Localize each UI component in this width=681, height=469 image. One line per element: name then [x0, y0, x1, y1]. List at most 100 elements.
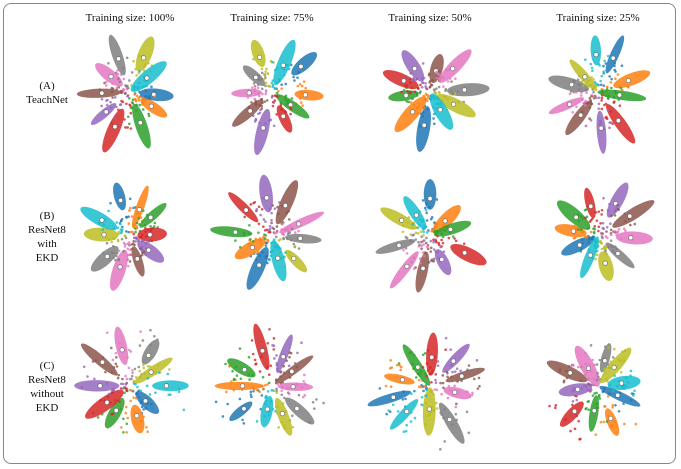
embedding-point	[440, 413, 443, 416]
prototype-marker	[163, 383, 169, 389]
embedding-point	[611, 424, 614, 427]
embedding-point	[593, 94, 597, 98]
prototype-marker	[615, 118, 621, 124]
embedding-point	[249, 393, 253, 396]
embedding-point	[260, 71, 264, 75]
prototype-marker	[399, 377, 405, 383]
embedding-point	[266, 342, 270, 345]
embedding-point	[149, 230, 153, 233]
embedding-point	[416, 112, 420, 115]
embedding-point	[425, 362, 429, 365]
embedding-point	[602, 196, 605, 200]
embedding-point	[117, 108, 120, 112]
embedding-point	[135, 103, 138, 107]
embedding-point	[141, 251, 144, 255]
embedding-point	[429, 390, 432, 394]
embedding-point	[405, 99, 408, 103]
embedding-point	[263, 402, 267, 406]
embedding-point	[280, 421, 284, 424]
prototype-marker	[243, 207, 249, 213]
embedding-point	[465, 390, 469, 393]
embedding-point	[599, 79, 602, 83]
embedding-point	[432, 248, 436, 251]
embedding-point	[138, 235, 142, 239]
embedding-point	[117, 258, 121, 262]
cluster-petal	[606, 104, 636, 144]
embedding-point	[288, 218, 291, 221]
embedding-point	[131, 371, 134, 375]
embedding-point	[428, 413, 431, 417]
cluster-petal	[108, 34, 126, 76]
embedding-point	[127, 215, 130, 219]
embedding-point	[450, 375, 453, 379]
embedding-point	[605, 88, 609, 91]
embedding-point	[411, 362, 414, 366]
embedding-point	[607, 346, 610, 349]
embedding-point	[468, 395, 472, 399]
embedding-point	[138, 344, 142, 347]
embedding-point	[604, 102, 608, 106]
embedding-point	[141, 239, 144, 243]
embedding-point	[121, 377, 124, 381]
embedding-point	[120, 99, 123, 103]
embedding-point	[130, 374, 134, 378]
embedding-point	[589, 99, 592, 102]
embedding-point	[451, 92, 455, 95]
embedding-point	[415, 91, 419, 95]
cluster-petal	[74, 380, 120, 392]
embedding-point	[593, 225, 597, 228]
embedding-point	[256, 86, 260, 90]
prototype-marker	[450, 66, 456, 72]
embedding-point	[275, 354, 278, 357]
embedding-point	[433, 226, 437, 230]
embedding-point	[149, 328, 152, 332]
embedding-point	[115, 251, 119, 255]
embedding-point	[419, 240, 423, 244]
embedding-point	[629, 369, 633, 373]
embedding-point	[250, 339, 254, 342]
embedding-point	[154, 370, 157, 374]
cluster-petal	[606, 182, 629, 218]
prototype-marker	[291, 256, 297, 262]
embedding-point	[126, 416, 129, 420]
embedding-point	[389, 385, 393, 389]
embedding-point	[598, 119, 602, 123]
embedding-point	[257, 222, 261, 226]
embedding-point	[102, 223, 105, 226]
embedding-point	[226, 402, 229, 406]
row-label: (B)	[40, 210, 55, 222]
embedding-panel	[74, 326, 189, 434]
embedding-point	[270, 211, 273, 215]
embedding-point	[422, 225, 426, 228]
embedding-point	[412, 103, 416, 107]
embedding-point	[138, 69, 141, 73]
embedding-point	[254, 362, 257, 366]
embedding-point	[273, 87, 277, 90]
embedding-point	[267, 84, 271, 88]
embedding-point	[297, 229, 300, 233]
embedding-point	[608, 75, 611, 78]
cluster-petal	[605, 242, 635, 269]
prototype-marker	[569, 82, 575, 88]
embedding-point	[260, 87, 264, 91]
cluster-petal	[275, 180, 299, 225]
embedding-point	[426, 96, 430, 100]
embedding-point	[288, 250, 291, 254]
embedding-point	[257, 94, 261, 98]
embedding-point	[253, 90, 257, 93]
embedding-point	[144, 63, 148, 67]
embedding-point	[589, 102, 593, 105]
embedding-point	[153, 221, 157, 225]
embedding-point	[447, 68, 450, 71]
embedding-point	[432, 106, 435, 109]
cluster-petal	[604, 408, 620, 436]
embedding-point	[137, 238, 141, 242]
embedding-point	[262, 225, 265, 229]
embedding-point	[591, 358, 594, 362]
prototype-marker	[241, 406, 247, 412]
embedding-point	[470, 393, 474, 397]
embedding-point	[264, 220, 267, 223]
row-label: ResNet8	[28, 374, 66, 386]
embedding-point	[129, 106, 133, 110]
cluster-petal	[229, 401, 253, 422]
